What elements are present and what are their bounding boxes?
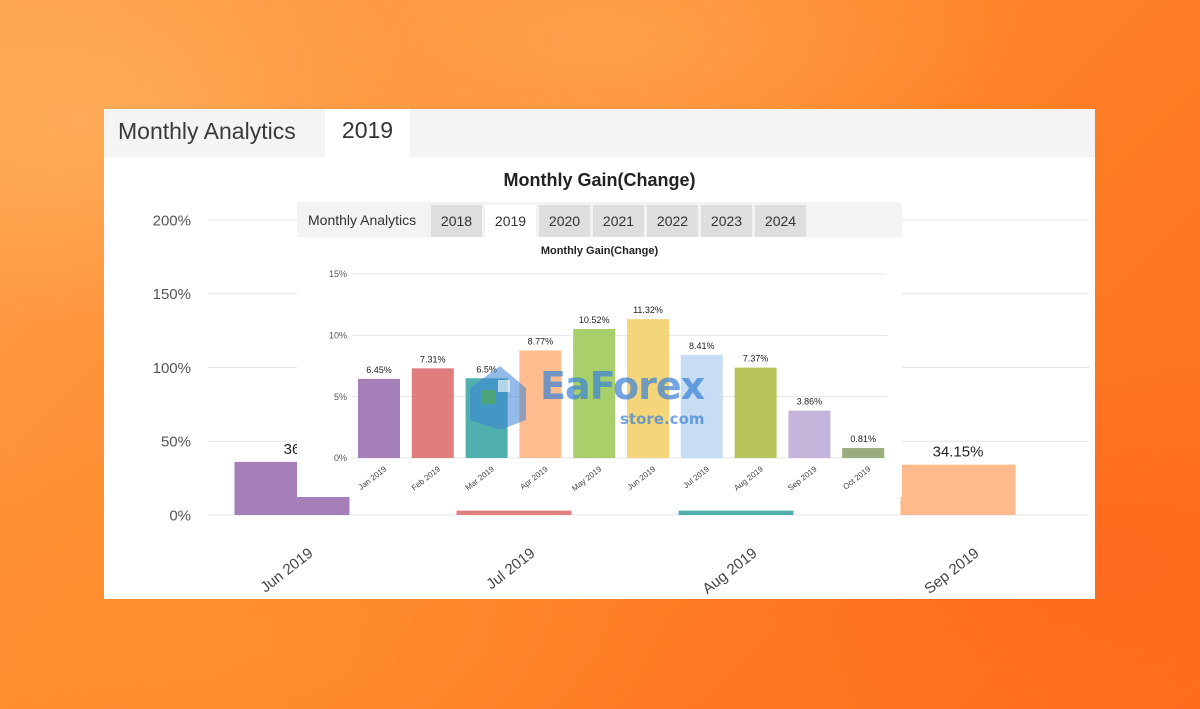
bar — [680, 354, 723, 458]
y-tick-label: 100% — [153, 360, 191, 377]
chart-title: Monthly Gain(Change) — [503, 170, 696, 190]
data-label: 36 — [284, 441, 301, 458]
x-tick-label: Jan 2019 — [357, 464, 389, 492]
tab-2019[interactable]: 2019 — [325, 109, 410, 161]
bar — [411, 368, 454, 458]
y-tick-label: 150% — [153, 286, 191, 303]
x-tick-label: Oct 2019 — [841, 464, 873, 491]
analytics-header-small: Monthly Analytics 2018 2019 2020 2021 20… — [297, 202, 902, 237]
data-label: 3.86% — [797, 397, 823, 407]
bar — [519, 350, 562, 458]
tab-2018[interactable]: 2018 — [431, 205, 482, 237]
x-tick-label: Sep 2019 — [921, 545, 982, 598]
data-label: 8.41% — [689, 341, 715, 351]
y-tick-label: 50% — [161, 434, 191, 451]
y-tick-label: 5% — [334, 392, 347, 402]
x-tick-label: Sep 2019 — [786, 464, 819, 493]
analytics-header: Monthly Analytics 2019 — [104, 109, 1095, 161]
tab-2020[interactable]: 2020 — [539, 205, 590, 237]
bar — [842, 448, 885, 458]
data-label: 11.32% — [633, 305, 663, 315]
data-label: 7.37% — [743, 354, 769, 364]
x-tick-label: Jul 2019 — [483, 545, 538, 593]
data-label: 8.77% — [528, 336, 554, 346]
bar — [900, 464, 1016, 515]
bar — [573, 328, 616, 458]
header-title: Monthly Analytics — [118, 118, 296, 144]
bar — [788, 410, 831, 458]
background-bar-chart: 0% 50% 100% 150% 200% 36 Jun 2019 Jul 2019 Aug 2… — [153, 212, 1089, 598]
x-tick-label: Jun 2019 — [626, 464, 658, 492]
y-tick-label: 0% — [334, 453, 347, 463]
bar — [678, 510, 794, 515]
tab-2019[interactable]: 2019 — [485, 205, 536, 237]
x-tick-label: Mar 2019 — [464, 464, 497, 492]
data-label: 0.81% — [850, 434, 876, 444]
data-label: 6.45% — [366, 365, 392, 375]
tab-2022[interactable]: 2022 — [647, 205, 698, 237]
bar — [456, 510, 572, 515]
data-label: 34.15% — [933, 444, 984, 461]
x-tick-label: Feb 2019 — [410, 464, 443, 492]
y-tick-label: 15% — [329, 269, 347, 279]
x-tick-label: Jun 2019 — [257, 545, 316, 596]
y-tick-label: 200% — [153, 212, 191, 229]
y-tick-label: 0% — [169, 507, 191, 524]
data-label: 6.5% — [476, 364, 497, 374]
tab-2024[interactable]: 2024 — [755, 205, 806, 237]
y-tick-label: 10% — [329, 330, 347, 340]
background-chart-card: Monthly Analytics 2019 Monthly Gain(Chan… — [104, 109, 1095, 599]
foreground-bar-chart: 0% 5% 10% 15% 6.45% Jan 2019 7.31% Feb 2019 6.5%… — [329, 269, 887, 493]
bar — [734, 367, 777, 458]
bar — [465, 378, 508, 458]
bar — [627, 319, 669, 458]
x-tick-label: Aug 2019 — [699, 545, 760, 598]
header-title-small: Monthly Analytics — [308, 212, 417, 228]
foreground-chart-card: Monthly Analytics 2018 2019 2020 2021 20… — [297, 202, 902, 497]
x-tick-label: Aug 2019 — [732, 464, 765, 493]
x-tick-label: Apr 2019 — [519, 464, 551, 491]
bar — [358, 378, 400, 458]
chart-title-small: Monthly Gain(Change) — [540, 245, 659, 257]
tab-2021[interactable]: 2021 — [593, 205, 644, 237]
data-label: 7.31% — [420, 354, 446, 364]
tab-2023[interactable]: 2023 — [701, 205, 752, 237]
x-tick-label: Jul 2019 — [682, 464, 712, 490]
x-tick-label: May 2019 — [570, 464, 604, 493]
data-label: 10.52% — [579, 315, 610, 325]
